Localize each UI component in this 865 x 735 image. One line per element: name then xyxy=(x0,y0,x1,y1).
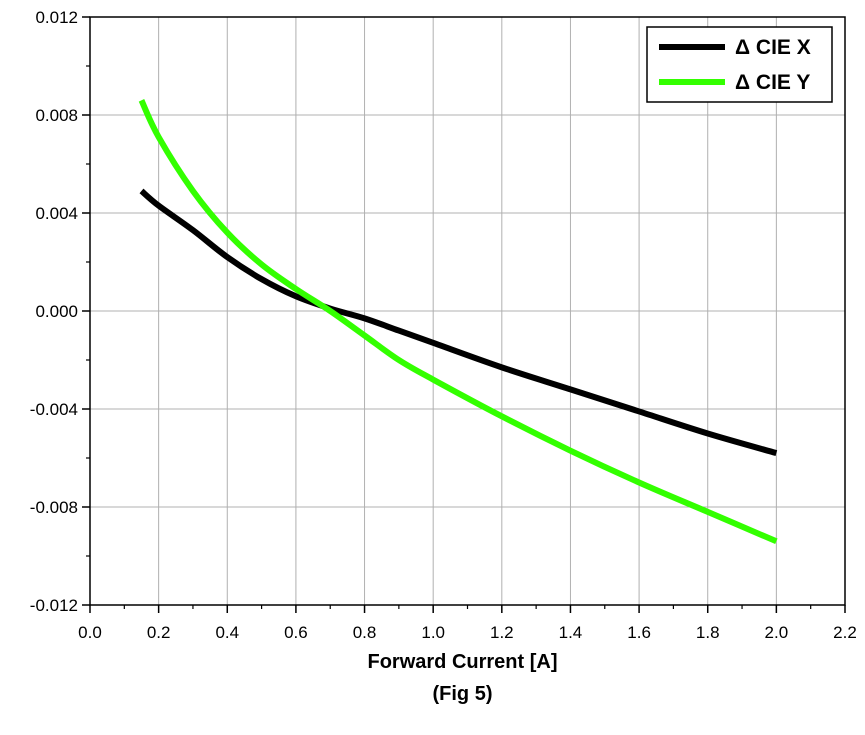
y-tick-label: 0.000 xyxy=(35,302,78,321)
y-tick-label: -0.004 xyxy=(30,400,78,419)
y-tick-label: 0.004 xyxy=(35,204,78,223)
series-layer xyxy=(138,99,778,545)
y-tick-label: -0.012 xyxy=(30,596,78,615)
x-tick-label: 0.4 xyxy=(215,623,239,642)
x-tick-label: 0.8 xyxy=(353,623,377,642)
x-tick-label: 0.6 xyxy=(284,623,308,642)
x-tick-label: 0.0 xyxy=(78,623,102,642)
x-tick-label: 2.0 xyxy=(765,623,789,642)
legend: Δ CIE X Δ CIE Y xyxy=(646,26,833,103)
x-tick-label: 1.4 xyxy=(559,623,583,642)
y-tick-label: -0.008 xyxy=(30,498,78,517)
x-tick-label: 1.6 xyxy=(627,623,651,642)
legend-label-2: Δ CIE Y xyxy=(735,71,810,94)
figure-caption: (Fig 5) xyxy=(433,683,493,705)
legend-box xyxy=(646,26,833,103)
axis-ticks xyxy=(82,16,846,613)
grid-lines xyxy=(90,17,845,605)
series-line-2 xyxy=(138,99,778,545)
legend-label-1: Δ CIE X xyxy=(735,36,811,59)
x-axis-title: Forward Current [A] xyxy=(368,651,558,673)
y-tick-labels: 0.012 0.008 0.004 0.000 -0.004 -0.008 -0.012 xyxy=(30,8,78,615)
x-tick-label: 1.0 xyxy=(421,623,445,642)
x-tick-label: 1.2 xyxy=(490,623,514,642)
x-tick-label: 0.2 xyxy=(147,623,171,642)
x-tick-label: 2.2 xyxy=(833,623,857,642)
y-tick-label: 0.012 xyxy=(35,8,78,27)
series-line-1 xyxy=(139,188,778,456)
x-tick-labels: 0.0 0.2 0.4 0.6 0.8 1.0 1.2 1.4 1.6 1.8 2.0 2.2 xyxy=(78,623,857,642)
x-tick-label: 1.8 xyxy=(696,623,720,642)
y-tick-label: 0.008 xyxy=(35,106,78,125)
